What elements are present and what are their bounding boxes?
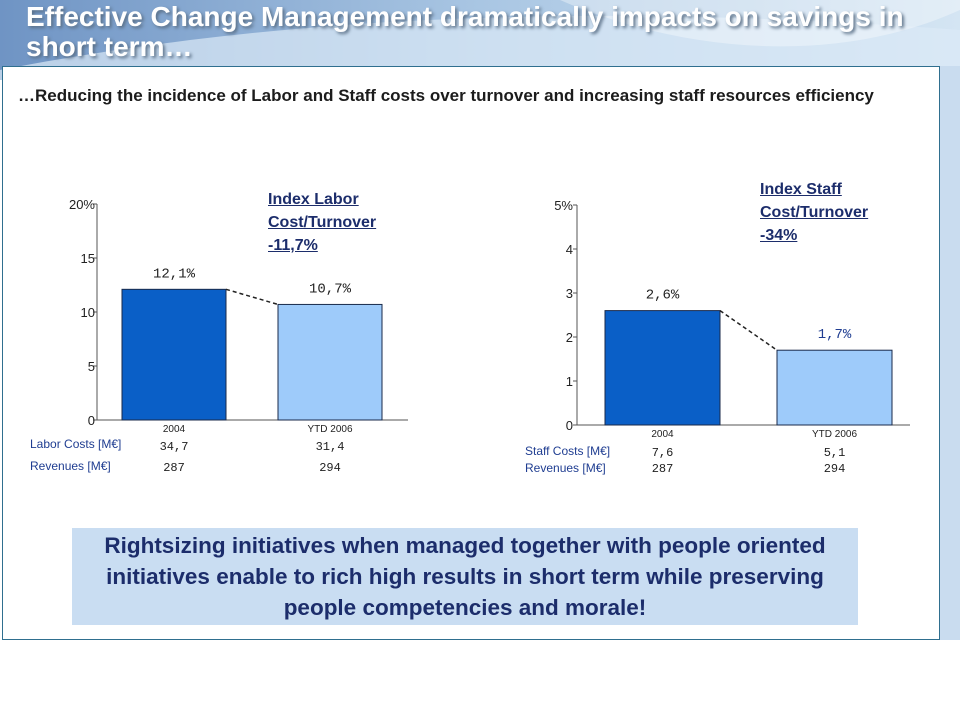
staff-row-value: 5,1: [824, 446, 846, 460]
labor-y-tick-label: 15: [81, 251, 95, 266]
labor-row-value: 34,7: [160, 440, 189, 454]
labor-index-legend: Index Labor Cost/Turnover -11,7%: [268, 188, 376, 257]
labor-costs-row-label: Labor Costs [M€]: [30, 437, 122, 451]
staff-index-line-2: Cost/Turnover: [760, 204, 869, 221]
staff-trend-connector: [719, 309, 778, 351]
staff-row-value: 7,6: [652, 446, 674, 460]
labor-bar: [277, 303, 383, 421]
labor-revenues-row-label: Revenues [M€]: [30, 459, 111, 473]
labor-y-tick-label: 20%: [69, 197, 95, 212]
labor-index-line-1: Index Labor: [268, 191, 359, 208]
conclusion-banner: Rightsizing initiatives when managed tog…: [72, 528, 858, 625]
staff-bar: [776, 349, 893, 426]
labor-category-label: 2004: [163, 424, 186, 435]
labor-row-value: 294: [319, 461, 341, 475]
staff-data-label: 2,6%: [646, 288, 680, 304]
staff-category-label: 2004: [651, 429, 674, 440]
staff-index-line-3: -34%: [760, 227, 798, 244]
labor-data-label: 12,1%: [153, 266, 196, 282]
staff-revenues-row-label: Revenues [M€]: [525, 461, 606, 475]
staff-index-line-1: Index Staff: [760, 181, 842, 198]
labor-row-value: 287: [163, 461, 185, 475]
staff-y-tick-label: 4: [566, 242, 573, 257]
staff-row-value: 294: [824, 462, 846, 476]
staff-data-label: 1,7%: [818, 327, 852, 343]
labor-bar: [121, 288, 227, 421]
conclusion-text: Rightsizing initiatives when managed tog…: [104, 533, 826, 620]
staff-y-tick-label: 0: [566, 418, 573, 433]
labor-y-tick-label: 5: [88, 359, 95, 374]
staff-costs-row-label: Staff Costs [M€]: [525, 444, 611, 458]
slide-title: Effective Change Management dramatically…: [26, 1, 904, 62]
labor-index-line-3: -11,7%: [268, 237, 318, 254]
labor-category-label: YTD 2006: [307, 424, 352, 435]
staff-y-tick-label: 2: [566, 330, 573, 345]
staff-row-value: 287: [652, 462, 674, 476]
labor-trend-connector: [225, 288, 279, 306]
staff-y-tick-label: 1: [566, 374, 573, 389]
labor-row-value: 31,4: [316, 440, 345, 454]
staff-y-tick-label: 5%: [554, 198, 573, 213]
labor-index-line-2: Cost/Turnover: [268, 214, 377, 231]
slide-subtitle: …Reducing the incidence of Labor and Sta…: [18, 86, 874, 105]
staff-bar: [604, 310, 721, 426]
labor-y-tick-label: 10: [81, 305, 95, 320]
staff-y-tick-label: 3: [566, 286, 573, 301]
labor-data-label: 10,7%: [309, 281, 352, 297]
staff-index-legend: Index Staff Cost/Turnover -34%: [760, 178, 868, 247]
labor-y-tick-label: 0: [88, 413, 95, 428]
staff-category-label: YTD 2006: [812, 429, 857, 440]
